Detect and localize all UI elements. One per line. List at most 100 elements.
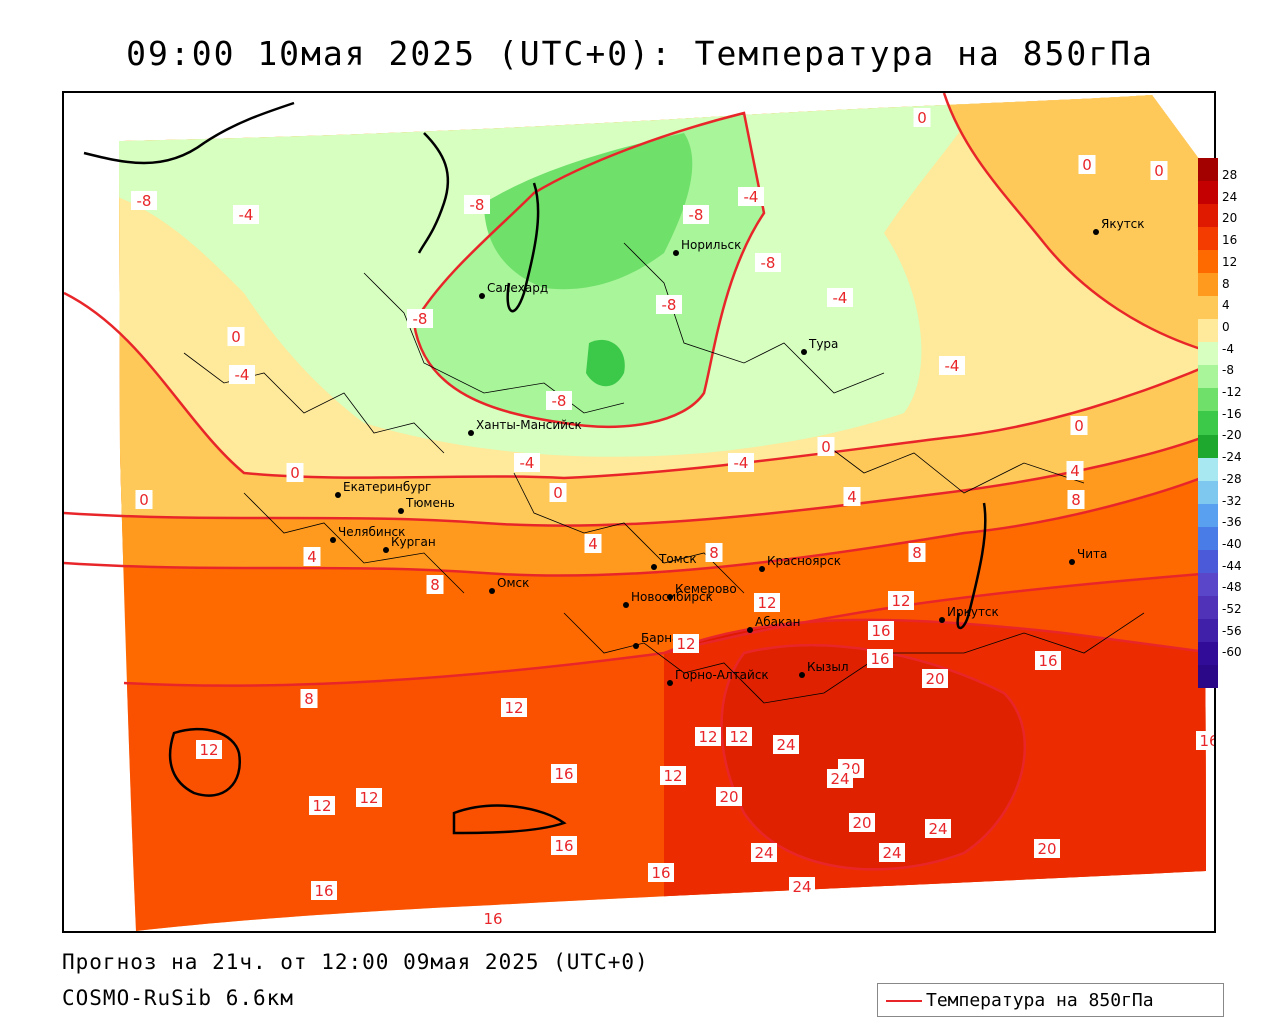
isotherm-label-box (843, 487, 861, 506)
colorbar-tick-label: 4 (1222, 298, 1230, 313)
isotherm-label: 4 (1070, 462, 1080, 480)
isotherm-label-box (551, 764, 577, 783)
isotherm-label-box (827, 288, 853, 307)
isotherm-label-box (233, 205, 259, 224)
isotherm-label-box (426, 575, 444, 594)
temperature-field (119, 95, 1206, 931)
temperature-colorbar (1198, 158, 1218, 689)
colorbar-tick-label: 12 (1222, 254, 1238, 269)
city-label: Салехард (487, 281, 548, 295)
isotherm-label-box (827, 769, 853, 788)
colorbar-tick-label: -48 (1222, 580, 1242, 595)
isotherm-label-box (755, 253, 781, 272)
isotherm-label-box (300, 689, 318, 708)
isotherm-label-box (501, 698, 527, 717)
isotherm-label: 0 (139, 491, 149, 509)
isotherm-label: 12 (312, 797, 331, 815)
colorbar-segment (1198, 618, 1218, 643)
city-label: Тура (808, 337, 838, 351)
isotherm-label-box (309, 796, 335, 815)
isotherm-label-box (356, 788, 382, 807)
city-dot (1093, 229, 1099, 235)
isotherm-label: 12 (676, 635, 695, 653)
isotherm-label-box (754, 593, 780, 612)
isotherm-label: 16 (651, 864, 670, 882)
colorbar-tick-label: -28 (1222, 471, 1242, 486)
region-borders (183, 242, 1145, 704)
isotherm-label: 24 (776, 736, 795, 754)
colorbar-segment (1198, 549, 1218, 574)
isotherm-label-box (1066, 461, 1084, 480)
colorbar-segment (1198, 296, 1218, 320)
isotherm-label-box (286, 463, 304, 482)
city-dot (759, 566, 765, 572)
isotherm-label-box (1035, 651, 1061, 670)
colorbar-tick-label: -56 (1222, 623, 1242, 638)
city-dot (651, 564, 657, 570)
colorbar-tick-label: -8 (1222, 363, 1234, 378)
colorbar-tick-label: -36 (1222, 515, 1242, 530)
isotherm-label: 24 (928, 820, 947, 838)
isotherm-lines (64, 93, 1214, 871)
legend-box: Температура на 850гПа (877, 983, 1224, 1017)
colorbar-segment (1198, 342, 1218, 366)
legend-label: Температура на 850гПа (926, 990, 1154, 1011)
isotherm-label-box (868, 621, 894, 640)
colorbar-tick-label: -24 (1222, 450, 1242, 465)
city-label: Омск (497, 576, 529, 590)
isotherm-label: 16 (1038, 652, 1057, 670)
isotherm-label-box (683, 205, 709, 224)
isotherm-label: -4 (744, 188, 759, 206)
city-label: Курган (391, 535, 436, 549)
colorbar-tick-label: -16 (1222, 406, 1242, 421)
isotherm-label-box (311, 881, 337, 900)
isotherm-label: 24 (882, 844, 901, 862)
isotherm-label-box (705, 543, 723, 562)
city-dot (673, 250, 679, 256)
isotherm-label: 0 (821, 438, 831, 456)
colorbar-segment (1198, 158, 1218, 182)
isotherm-label: -4 (235, 366, 250, 384)
isotherm-label-box (728, 453, 754, 472)
isotherm-label: 8 (430, 576, 440, 594)
city-dot (747, 627, 753, 633)
isotherm-label-box (551, 836, 577, 855)
isotherm-label-box (716, 787, 742, 806)
isotherm-label: -4 (734, 454, 749, 472)
isotherm-label-box (229, 365, 255, 384)
colorbar-segment (1198, 434, 1218, 459)
isotherm-label-box (925, 819, 951, 838)
isotherm-label: 0 (917, 109, 927, 127)
isotherm-label: -8 (662, 296, 677, 314)
isotherm-label: 8 (709, 544, 719, 562)
city-dot (468, 430, 474, 436)
colorbar-segment (1198, 641, 1218, 666)
isotherm-label-box (135, 490, 153, 509)
isotherm-label: 4 (307, 548, 317, 566)
isotherm-label: -4 (833, 289, 848, 307)
isotherm-label: 12 (729, 728, 748, 746)
isotherm-label-box (660, 766, 686, 785)
city-label: Екатеринбург (343, 480, 431, 494)
isotherm-label: 16 (483, 910, 502, 928)
isotherm-label-box (913, 108, 931, 127)
isotherm-label-box (514, 453, 540, 472)
isotherm-label-box (227, 327, 245, 346)
isotherm-label-box (789, 877, 815, 896)
isotherm-label: 12 (663, 767, 682, 785)
isotherm-label: 0 (1074, 417, 1084, 435)
isotherm-label: 8 (304, 690, 314, 708)
isotherm-label: 24 (830, 770, 849, 788)
isotherm-label-box (939, 356, 965, 375)
city-dot (383, 547, 389, 553)
map-title: 09:00 10мая 2025 (UTC+0): Температура на… (126, 34, 1154, 73)
city-dot (633, 643, 639, 649)
colorbar-segment (1198, 204, 1218, 228)
isotherm-label: 16 (314, 882, 333, 900)
legend-line-swatch (886, 1000, 922, 1002)
isotherm-label: 0 (1082, 156, 1092, 174)
isotherm-label-box (673, 634, 699, 653)
isotherm-label-box (867, 649, 893, 668)
isotherm-label: 24 (754, 844, 773, 862)
isotherm-labels: 0 0 0 -8 -8 -4 -8 -4 -8 -8 -8 -4 -8 -4 -4 0 0 0 -4 -4 0 0 0 4 4 4… (131, 108, 1214, 928)
